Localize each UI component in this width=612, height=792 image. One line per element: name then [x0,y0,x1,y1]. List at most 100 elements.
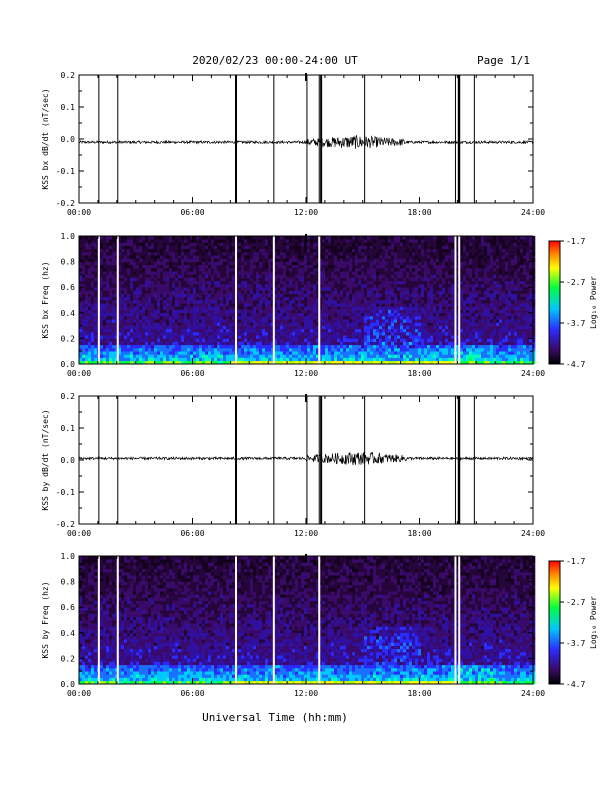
heatmap-cell [373,348,377,352]
heatmap-cell [214,284,218,288]
heatmap-cell [307,252,311,256]
heatmap-cell [250,255,254,259]
heatmap-cell [313,255,317,259]
heatmap-cell [253,271,257,275]
heatmap-cell [394,293,398,298]
heatmap-cell [136,338,140,342]
heatmap-cell [190,268,194,272]
heatmap-cell [397,264,401,269]
heatmap-cell [271,287,275,291]
heatmap-cell [100,332,104,336]
heatmap-cell [304,245,308,250]
heatmap-cell [220,335,224,339]
heatmap-cell [133,309,137,314]
heatmap-cell [331,306,335,310]
heatmap-cell [325,277,329,282]
heatmap-cell [79,239,83,243]
heatmap-cell [139,344,143,349]
heatmap-cell [400,248,404,253]
heatmap-cell [151,261,155,266]
heatmap-cell [220,280,224,285]
heatmap-cell [445,338,449,342]
heatmap-cell [271,354,275,358]
heatmap-cell [415,325,419,330]
heatmap-cell [151,258,155,262]
heatmap-cell [301,332,305,336]
heatmap-cell [100,252,104,256]
heatmap-cell [145,245,149,250]
heatmap-cell [349,360,353,365]
heatmap-cell [103,242,107,246]
heatmap-cell [373,312,377,317]
heatmap-cell [103,322,107,326]
heatmap-cell [277,261,281,266]
heatmap-cell [343,242,347,246]
heatmap-cell [88,357,92,362]
heatmap-cell [85,252,89,256]
heatmap-cell [184,280,188,285]
heatmap-cell [100,348,104,352]
heatmap-cell [337,306,341,310]
heatmap-cell [334,242,338,246]
heatmap-cell [382,242,386,246]
heatmap-cell [400,344,404,349]
heatmap-cell [397,271,401,275]
heatmap-cell [115,312,119,317]
heatmap-cell [217,290,221,294]
heatmap-cell [121,252,125,256]
heatmap-cell [262,242,266,246]
heatmap-cell [391,341,395,346]
heatmap-cell [352,341,356,346]
heatmap-cell [121,354,125,358]
heatmap-cell [286,296,290,301]
heatmap-cell [349,236,353,240]
heatmap-cell [394,319,398,323]
heatmap-cell [286,325,290,330]
heatmap-cell [88,293,92,298]
heatmap-cell [223,242,227,246]
heatmap-cell [196,341,200,346]
heatmap-cell [262,293,266,298]
heatmap-cell [133,261,137,266]
heatmap-cell [328,239,332,243]
heatmap-cell [154,360,158,365]
heatmap-cell [148,264,152,269]
heatmap-cell [403,338,407,342]
heatmap-cell [241,293,245,298]
heatmap-cell [130,236,134,240]
heatmap-cell [364,280,368,285]
heatmap-cell [112,341,116,346]
heatmap-cell [289,274,293,278]
heatmap-cell [403,354,407,358]
heatmap-cell [433,236,437,240]
heatmap-cell [418,277,422,282]
heatmap-cell [346,357,350,362]
heatmap-cell [121,335,125,339]
heatmap-cell [313,319,317,323]
heatmap-cell [400,357,404,362]
heatmap-cell [193,239,197,243]
heatmap-cell [229,296,233,301]
heatmap-cell [160,300,164,304]
heatmap-cell [106,280,110,285]
heatmap-cell [385,312,389,317]
heatmap-cell [364,325,368,330]
heatmap-cell [358,309,362,314]
heatmap-cell [244,325,248,330]
heatmap-cell [265,344,269,349]
heatmap-cell [280,316,284,320]
heatmap-cell [124,344,128,349]
heatmap-cell [196,312,200,317]
heatmap-cell [358,264,362,269]
heatmap-cell [397,332,401,336]
heatmap-cell [418,255,422,259]
heatmap-cell [178,284,182,288]
heatmap-cell [409,351,413,355]
heatmap-cell [202,290,206,294]
heatmap-cell [133,252,137,256]
heatmap-cell [88,332,92,336]
heatmap-cell [331,351,335,355]
heatmap-cell [142,306,146,310]
heatmap-cell [376,248,380,253]
heatmap-cell [190,316,194,320]
